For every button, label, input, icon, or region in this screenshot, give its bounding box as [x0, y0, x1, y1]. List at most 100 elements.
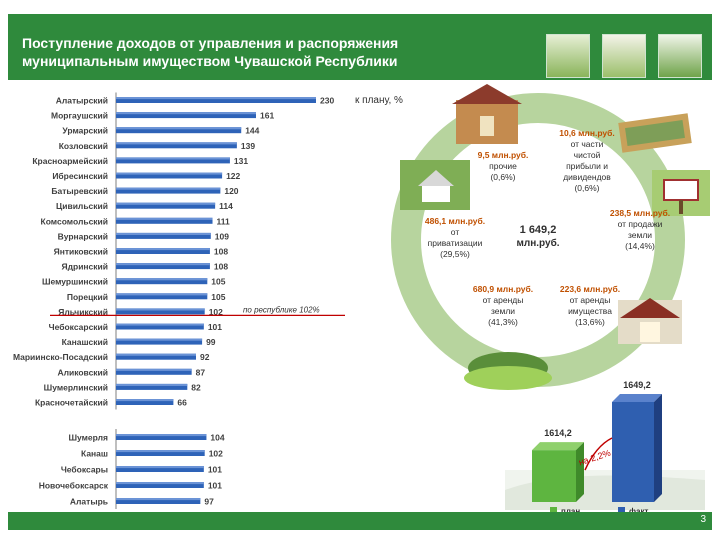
district-category-label: Шумерлинский [44, 382, 108, 392]
district-bar [116, 278, 208, 285]
header-banner: Поступление доходов от управления и расп… [8, 14, 712, 80]
district-bar-highlight [116, 308, 205, 311]
district-category-label: Порецкий [67, 292, 108, 302]
cycle-item-share: (41,3%) [488, 317, 518, 327]
district-category-label: Мариинско-Посадский [13, 352, 108, 362]
district-value-label: 105 [211, 292, 225, 302]
city-bar [116, 498, 201, 504]
district-value-label: 101 [208, 322, 222, 332]
legend-plan-label: план [561, 507, 580, 516]
leaves-photo [658, 34, 702, 78]
field-house-icon [400, 160, 470, 210]
city-bar-highlight [116, 434, 207, 437]
district-value-label: 230 [320, 96, 334, 106]
district-bar-highlight [116, 278, 208, 281]
district-value-label: 82 [191, 382, 201, 392]
plan-bar-side [576, 442, 584, 502]
city-bar-chart: Шумерля 104 Канаш 102 Чебоксары 101 Новочебокс… [39, 429, 225, 509]
cycle-item-desc: земли [628, 230, 652, 240]
district-bar [116, 338, 203, 345]
district-value-label: 139 [241, 141, 255, 151]
city-bar-highlight [116, 450, 205, 453]
cycle-item-share: (14,4%) [625, 241, 655, 251]
hands-soil-icon [464, 352, 552, 390]
city-bar [116, 482, 204, 488]
district-value-label: 105 [211, 277, 225, 287]
district-bar-highlight [116, 399, 174, 402]
district-bar [116, 383, 188, 390]
growth-arrow [584, 437, 613, 471]
district-value-label: 122 [226, 171, 240, 181]
plan-bar-top [532, 442, 584, 451]
district-bar [116, 202, 216, 209]
district-category-label: Чебоксарский [49, 322, 108, 332]
city-category-label: Алатырь [70, 497, 108, 507]
cycle-item-desc: прибыли и [566, 161, 608, 171]
cycle-item-desc: дивидендов [563, 172, 611, 182]
district-bar-highlight [116, 368, 192, 371]
cycle-icons [400, 84, 710, 390]
district-bar [116, 217, 213, 224]
cycle-center-value: 1 649,2 [520, 224, 557, 236]
district-value-label: 114 [219, 201, 233, 211]
city-bar-highlight [116, 466, 204, 469]
city-bar [116, 434, 207, 440]
reference-label: по республике 102% [243, 305, 320, 314]
district-bar [116, 232, 211, 239]
house-money-icon [452, 84, 522, 144]
district-bar [116, 368, 192, 375]
legend-fact-swatch [618, 507, 625, 514]
district-value-label: 111 [217, 216, 231, 226]
fact-bar [612, 402, 654, 502]
district-value-label: 99 [206, 337, 216, 347]
cycle-item-desc: от [451, 227, 460, 237]
cycle-center-unit: млн.руб. [516, 237, 559, 249]
cycle-item-value: 9,5 млн.руб. [478, 150, 529, 160]
city-bar-highlight [116, 482, 204, 485]
district-value-label: 131 [234, 156, 248, 166]
district-bar [116, 308, 205, 315]
district-bar-highlight [116, 263, 210, 266]
plan-bar [532, 450, 576, 502]
cycle-item-desc: прочие [489, 161, 517, 171]
district-bar-highlight [116, 232, 211, 235]
district-bar-highlight [116, 293, 208, 296]
sprout-photo-2 [602, 34, 646, 78]
district-value-label: 120 [224, 186, 238, 196]
city-category-label: Канаш [81, 449, 108, 459]
fact-bar-side [654, 394, 662, 502]
district-value-label: 92 [200, 352, 210, 362]
district-bar-highlight [116, 217, 213, 220]
district-category-label: Ядринский [62, 262, 109, 272]
district-category-label: Шемуршинский [42, 277, 108, 287]
district-bar [116, 263, 210, 270]
district-category-label: Красночетайский [35, 398, 108, 408]
cycle-item-desc: от продажи [618, 219, 663, 229]
district-value-label: 66 [177, 398, 187, 408]
city-value-label: 101 [208, 481, 222, 491]
cycle-item-value: 486,1 млн.руб. [425, 216, 485, 226]
district-bar-highlight [116, 142, 237, 145]
district-category-label: Комсомольский [41, 216, 108, 226]
district-bar-highlight [116, 97, 316, 100]
district-bar [116, 293, 208, 300]
cycle-item-share: (0,6%) [574, 183, 599, 193]
money-icon [618, 113, 692, 153]
legend-fact-label: факт [629, 507, 648, 516]
page-title: Поступление доходов от управления и расп… [22, 35, 399, 69]
cycle-item-desc: приватизации [428, 238, 483, 248]
district-value-label: 144 [245, 126, 259, 136]
district-bar-highlight [116, 172, 223, 175]
cycle-item-desc: от аренды [570, 295, 611, 305]
district-value-label: 108 [214, 247, 228, 257]
plan-value-label: 1614,2 [544, 428, 572, 438]
district-bar-highlight [116, 248, 210, 251]
district-category-label: Янтиковский [54, 247, 108, 257]
city-category-label: Новочебоксарск [39, 481, 109, 491]
cycle-item-desc: чистой [574, 150, 601, 160]
city-category-label: Чебоксары [61, 465, 108, 475]
